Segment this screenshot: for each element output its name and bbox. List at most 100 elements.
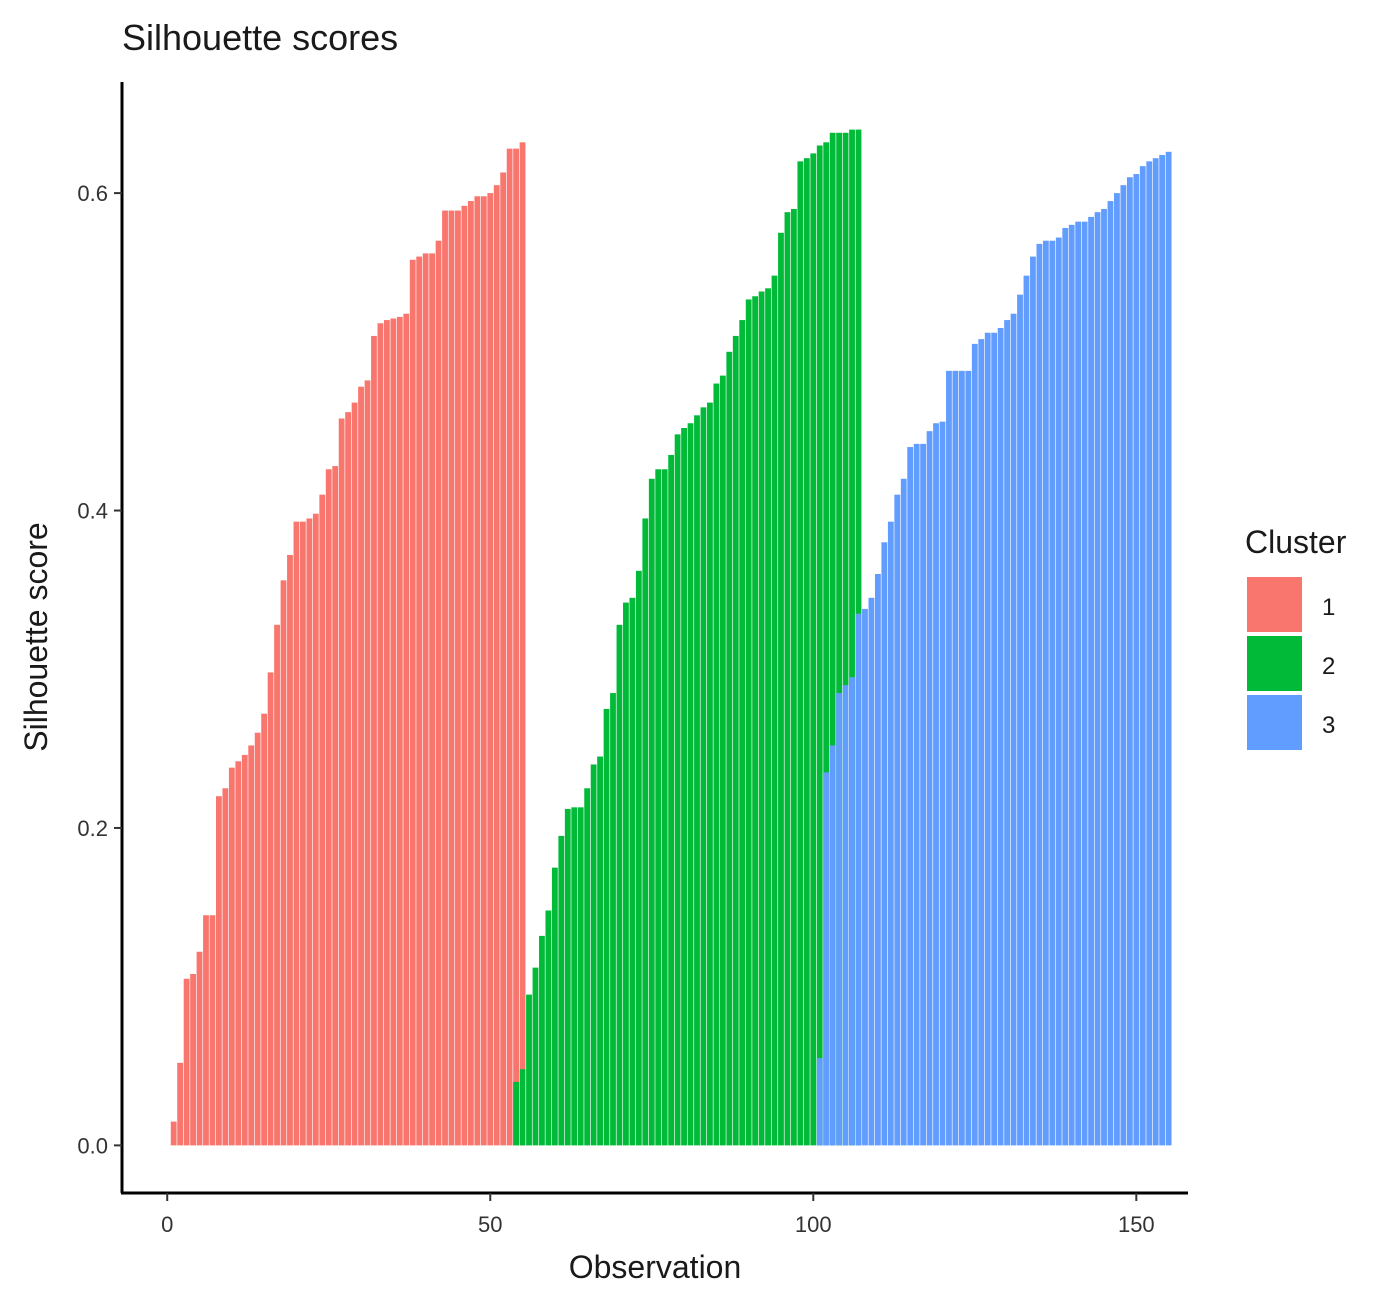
bar-cluster-3-obs-147: [1114, 193, 1120, 1146]
bar-cluster-2-obs-102: [823, 142, 830, 1146]
y-axis-label: Silhouette score: [18, 522, 54, 751]
bar-cluster-2-obs-91: [752, 296, 759, 1146]
bar-cluster-3-obs-145: [1101, 208, 1107, 1146]
bar-cluster-3-obs-104: [836, 693, 843, 1146]
bar-cluster-2-obs-105: [842, 132, 849, 1146]
bar-cluster-3-obs-114: [900, 478, 907, 1146]
bar-cluster-1-obs-16: [267, 672, 274, 1146]
bar-cluster-3-obs-143: [1088, 216, 1094, 1146]
bar-cluster-1-obs-42: [435, 240, 442, 1146]
bar-cluster-3-obs-107: [855, 613, 862, 1146]
bar-cluster-1-obs-7: [209, 915, 216, 1146]
x-tick-label: 150: [1118, 1212, 1155, 1237]
bar-cluster-2-obs-79: [674, 434, 681, 1146]
bar-cluster-1-obs-12: [241, 754, 248, 1146]
bar-cluster-2-obs-69: [610, 693, 616, 1146]
bar-cluster-3-obs-124: [965, 370, 972, 1146]
bar-cluster-3-obs-137: [1049, 240, 1056, 1146]
bar-cluster-2-obs-54: [513, 1081, 519, 1146]
bar-cluster-1-obs-49: [480, 196, 487, 1146]
bar-cluster-2-obs-80: [681, 428, 687, 1146]
bar-cluster-3-obs-133: [1023, 275, 1030, 1146]
bar-cluster-2-obs-89: [739, 320, 746, 1146]
bar-cluster-1-obs-11: [235, 761, 242, 1146]
x-axis-label: Observation: [569, 1249, 742, 1285]
legend-label-3: 3: [1322, 712, 1335, 739]
bar-cluster-2-obs-99: [803, 158, 810, 1146]
bar-cluster-1-obs-30: [358, 386, 364, 1146]
bar-cluster-1-obs-31: [364, 380, 371, 1146]
bar-cluster-3-obs-126: [978, 339, 985, 1146]
bar-cluster-1-obs-48: [474, 196, 481, 1146]
bar-cluster-2-obs-74: [642, 518, 649, 1146]
y-tick-label: 0.6: [77, 181, 108, 206]
bar-cluster-1-obs-24: [319, 494, 326, 1146]
bar-cluster-2-obs-95: [778, 232, 784, 1146]
chart-title: Silhouette scores: [122, 17, 398, 58]
bar-cluster-2-obs-100: [810, 153, 817, 1146]
bar-cluster-1-obs-4: [190, 973, 196, 1146]
bar-cluster-1-obs-15: [261, 713, 268, 1146]
bar-cluster-1-obs-34: [383, 320, 390, 1146]
bar-cluster-2-obs-104: [836, 132, 843, 1146]
bar-cluster-2-obs-63: [571, 807, 578, 1146]
bar-cluster-3-obs-102: [823, 772, 830, 1146]
bar-cluster-2-obs-62: [564, 808, 571, 1146]
bar-cluster-3-obs-101: [816, 1058, 823, 1146]
bar-cluster-2-obs-57: [532, 967, 539, 1146]
bar-cluster-1-obs-47: [467, 201, 474, 1146]
bar-cluster-2-obs-106: [849, 129, 855, 1146]
bar-cluster-3-obs-106: [849, 677, 855, 1146]
bars-layer: [170, 129, 1172, 1146]
bar-cluster-1-obs-20: [293, 521, 300, 1146]
bar-cluster-1-obs-10: [228, 767, 235, 1146]
bar-cluster-1-obs-23: [312, 513, 319, 1146]
bar-cluster-3-obs-118: [926, 431, 933, 1146]
legend-label-1: 1: [1322, 594, 1335, 621]
bar-cluster-3-obs-149: [1126, 177, 1133, 1146]
bar-cluster-2-obs-60: [551, 867, 558, 1146]
y-tick-label: 0.0: [77, 1133, 108, 1158]
bar-cluster-2-obs-98: [797, 161, 804, 1146]
legend: Cluster 1 2 3: [1245, 524, 1347, 750]
bar-cluster-3-obs-119: [933, 423, 939, 1146]
bar-cluster-1-obs-43: [442, 210, 448, 1146]
bar-cluster-2-obs-55: [519, 1069, 526, 1146]
bar-cluster-2-obs-82: [694, 415, 700, 1146]
bar-cluster-3-obs-136: [1042, 240, 1049, 1146]
x-tick-label: 100: [795, 1212, 832, 1237]
legend-title: Cluster: [1245, 524, 1347, 560]
bar-cluster-1-obs-8: [216, 796, 222, 1146]
bar-cluster-1-obs-45: [455, 210, 461, 1146]
bar-cluster-2-obs-94: [771, 275, 778, 1146]
bar-cluster-2-obs-103: [829, 132, 836, 1146]
bar-cluster-2-obs-97: [791, 208, 797, 1146]
legend-label-2: 2: [1322, 653, 1335, 680]
bar-cluster-2-obs-70: [616, 624, 623, 1146]
bar-cluster-1-obs-27: [338, 418, 345, 1146]
bar-cluster-3-obs-113: [894, 494, 901, 1146]
bar-cluster-1-obs-52: [500, 172, 507, 1146]
bar-cluster-1-obs-38: [409, 259, 416, 1146]
bar-cluster-2-obs-61: [558, 835, 565, 1146]
bar-cluster-3-obs-121: [946, 370, 952, 1146]
bar-cluster-3-obs-129: [997, 328, 1004, 1146]
bar-cluster-2-obs-86: [719, 375, 726, 1146]
x-tick-label: 50: [478, 1212, 502, 1237]
bar-cluster-2-obs-76: [655, 469, 662, 1146]
bar-cluster-2-obs-96: [784, 212, 791, 1146]
bar-cluster-3-obs-110: [874, 574, 881, 1146]
bar-cluster-3-obs-103: [829, 745, 836, 1146]
bar-cluster-2-obs-93: [765, 288, 771, 1146]
bar-cluster-1-obs-32: [371, 335, 377, 1146]
bar-cluster-2-obs-72: [629, 597, 636, 1146]
legend-swatch-2: [1247, 636, 1302, 691]
bar-cluster-3-obs-152: [1146, 161, 1153, 1146]
bar-cluster-2-obs-73: [635, 570, 642, 1146]
bar-cluster-1-obs-6: [203, 915, 209, 1146]
bar-cluster-1-obs-36: [396, 316, 403, 1146]
bar-cluster-1-obs-5: [196, 951, 203, 1146]
bar-cluster-3-obs-132: [1017, 294, 1023, 1146]
bar-cluster-3-obs-109: [868, 597, 875, 1146]
